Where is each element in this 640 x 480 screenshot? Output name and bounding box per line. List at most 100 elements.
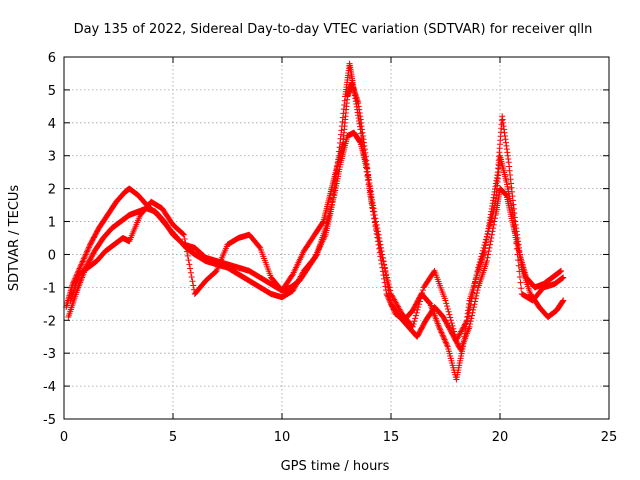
data-point (313, 252, 320, 259)
data-point (378, 251, 385, 258)
data-point (485, 251, 492, 258)
data-point (372, 218, 379, 225)
data-point (186, 261, 193, 268)
data-point (416, 298, 423, 305)
data-point (369, 205, 376, 212)
data-point (473, 272, 480, 279)
data-point (491, 218, 498, 225)
data-point (443, 340, 450, 347)
data-point (86, 242, 93, 249)
grid-lines (64, 57, 609, 419)
data-point (180, 231, 187, 238)
y-tick-label: 4 (48, 117, 56, 132)
data-point (182, 240, 189, 247)
data-point (465, 309, 472, 316)
data-point (468, 315, 475, 322)
data-point (512, 234, 519, 241)
data-point (187, 269, 194, 276)
data-point (183, 244, 190, 251)
data-point (486, 244, 493, 251)
data-point (473, 290, 480, 297)
data-point (416, 301, 423, 308)
data-point (185, 257, 192, 264)
data-point (439, 332, 446, 339)
data-point (510, 211, 517, 218)
data-point (84, 248, 91, 255)
data-point (373, 228, 380, 235)
data-point (517, 279, 524, 286)
y-tick-label: -3 (43, 347, 56, 362)
data-point (187, 265, 194, 272)
data-point (475, 261, 482, 268)
data-point (85, 245, 92, 252)
data-point (410, 321, 417, 328)
data-point (411, 318, 418, 325)
data-point (516, 274, 523, 281)
data-point (82, 252, 89, 259)
data-point (468, 294, 475, 301)
data-point (444, 342, 451, 349)
data-point (560, 274, 567, 281)
x-tick-label: 5 (169, 430, 177, 445)
data-point (417, 295, 424, 302)
data-point (80, 257, 87, 264)
data-point (418, 292, 425, 299)
data-point (444, 303, 451, 310)
x-tick-label: 25 (601, 430, 618, 445)
data-point (319, 219, 326, 226)
y-tick-label: -5 (43, 413, 56, 428)
data-point (515, 262, 522, 269)
y-tick-label: 0 (48, 248, 56, 263)
data-point (475, 264, 482, 271)
y-tick-label: 6 (48, 51, 56, 66)
data-point (488, 235, 495, 241)
data-point (464, 317, 471, 324)
data-point (513, 245, 520, 252)
data-point (443, 300, 450, 307)
data-point (369, 202, 376, 209)
data-point (468, 298, 475, 305)
data-point (84, 247, 91, 254)
plot-frame (63, 56, 610, 420)
data-point (383, 271, 390, 278)
data-point (436, 325, 443, 332)
series-track-2 (65, 129, 565, 353)
data-point (374, 231, 381, 238)
data-point (386, 284, 393, 291)
data-point (448, 320, 455, 327)
data-point (465, 313, 472, 320)
y-tick-label: 2 (48, 183, 56, 198)
data-point (381, 264, 388, 271)
data-point (479, 250, 486, 257)
data-point (377, 244, 384, 251)
x-tick-label: 10 (274, 430, 291, 445)
data-point (419, 290, 426, 297)
data-point (516, 268, 523, 275)
data-point (515, 257, 522, 264)
data-point (466, 305, 473, 312)
data-point (78, 261, 85, 268)
data-point (479, 247, 486, 254)
data-point (184, 248, 191, 255)
data-point (419, 287, 426, 294)
data-point (463, 318, 470, 325)
data-point (437, 328, 444, 335)
data-point (447, 314, 454, 321)
data-point (413, 309, 420, 316)
data-point (80, 255, 87, 262)
data-point (442, 337, 449, 344)
data-point (487, 238, 494, 245)
data-point (560, 297, 567, 304)
data-point (384, 277, 391, 284)
data-point (442, 339, 449, 346)
data-point (375, 235, 382, 241)
data-point (189, 278, 196, 285)
data-point (558, 267, 565, 274)
data-point (445, 308, 452, 315)
data-point (180, 231, 187, 238)
data-point (446, 311, 453, 318)
data-point (470, 306, 477, 313)
y-tick-label: 3 (48, 150, 56, 165)
data-point (511, 228, 518, 235)
